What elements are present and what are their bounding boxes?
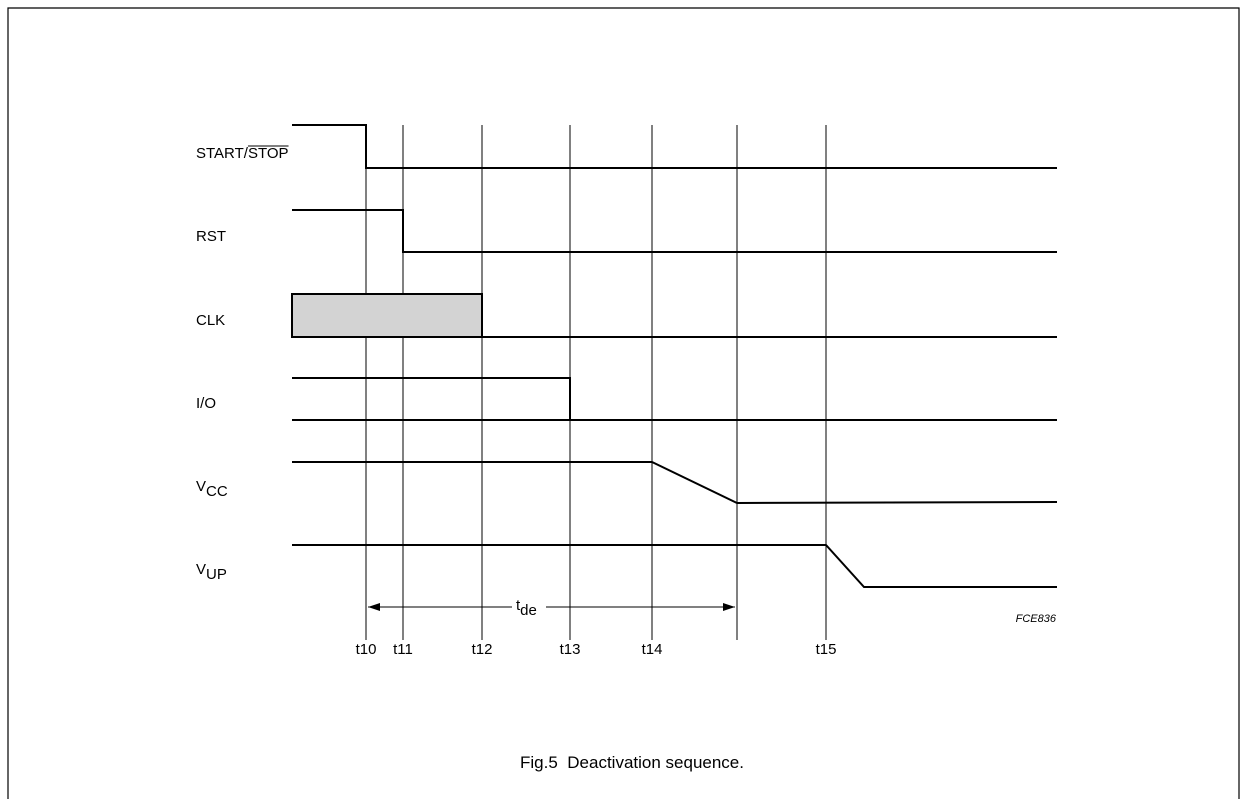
tde-label: tde bbox=[516, 597, 537, 619]
waveform-rst bbox=[292, 209, 1057, 253]
waveform-clk-active bbox=[291, 293, 483, 338]
marker-lines bbox=[365, 125, 827, 640]
waveform-start-stop bbox=[292, 124, 1057, 169]
time-label-t12: t12 bbox=[472, 641, 493, 658]
time-label-t14: t14 bbox=[642, 641, 663, 658]
signal-label-start-stop: START/STOP bbox=[196, 145, 289, 162]
time-label-t13: t13 bbox=[560, 641, 581, 658]
time-label-t15: t15 bbox=[816, 641, 837, 658]
waveform-vcc bbox=[292, 461, 1058, 505]
time-label-t11: t11 bbox=[393, 641, 413, 658]
waveform-io-high bbox=[292, 377, 571, 420]
signal-label-clk: CLK bbox=[196, 312, 225, 329]
time-label-t10: t10 bbox=[356, 641, 377, 658]
signal-label-io: I/O bbox=[196, 395, 216, 412]
figure-caption: Fig.5 Deactivation sequence. bbox=[520, 753, 744, 772]
figure-code: FCE836 bbox=[1016, 613, 1057, 625]
signal-label-vup: VUP bbox=[196, 561, 227, 583]
signal-label-vcc: VCC bbox=[196, 478, 228, 500]
waveform-vup bbox=[292, 544, 1057, 588]
signal-label-rst: RST bbox=[196, 228, 226, 245]
page-border bbox=[7, 7, 1240, 799]
